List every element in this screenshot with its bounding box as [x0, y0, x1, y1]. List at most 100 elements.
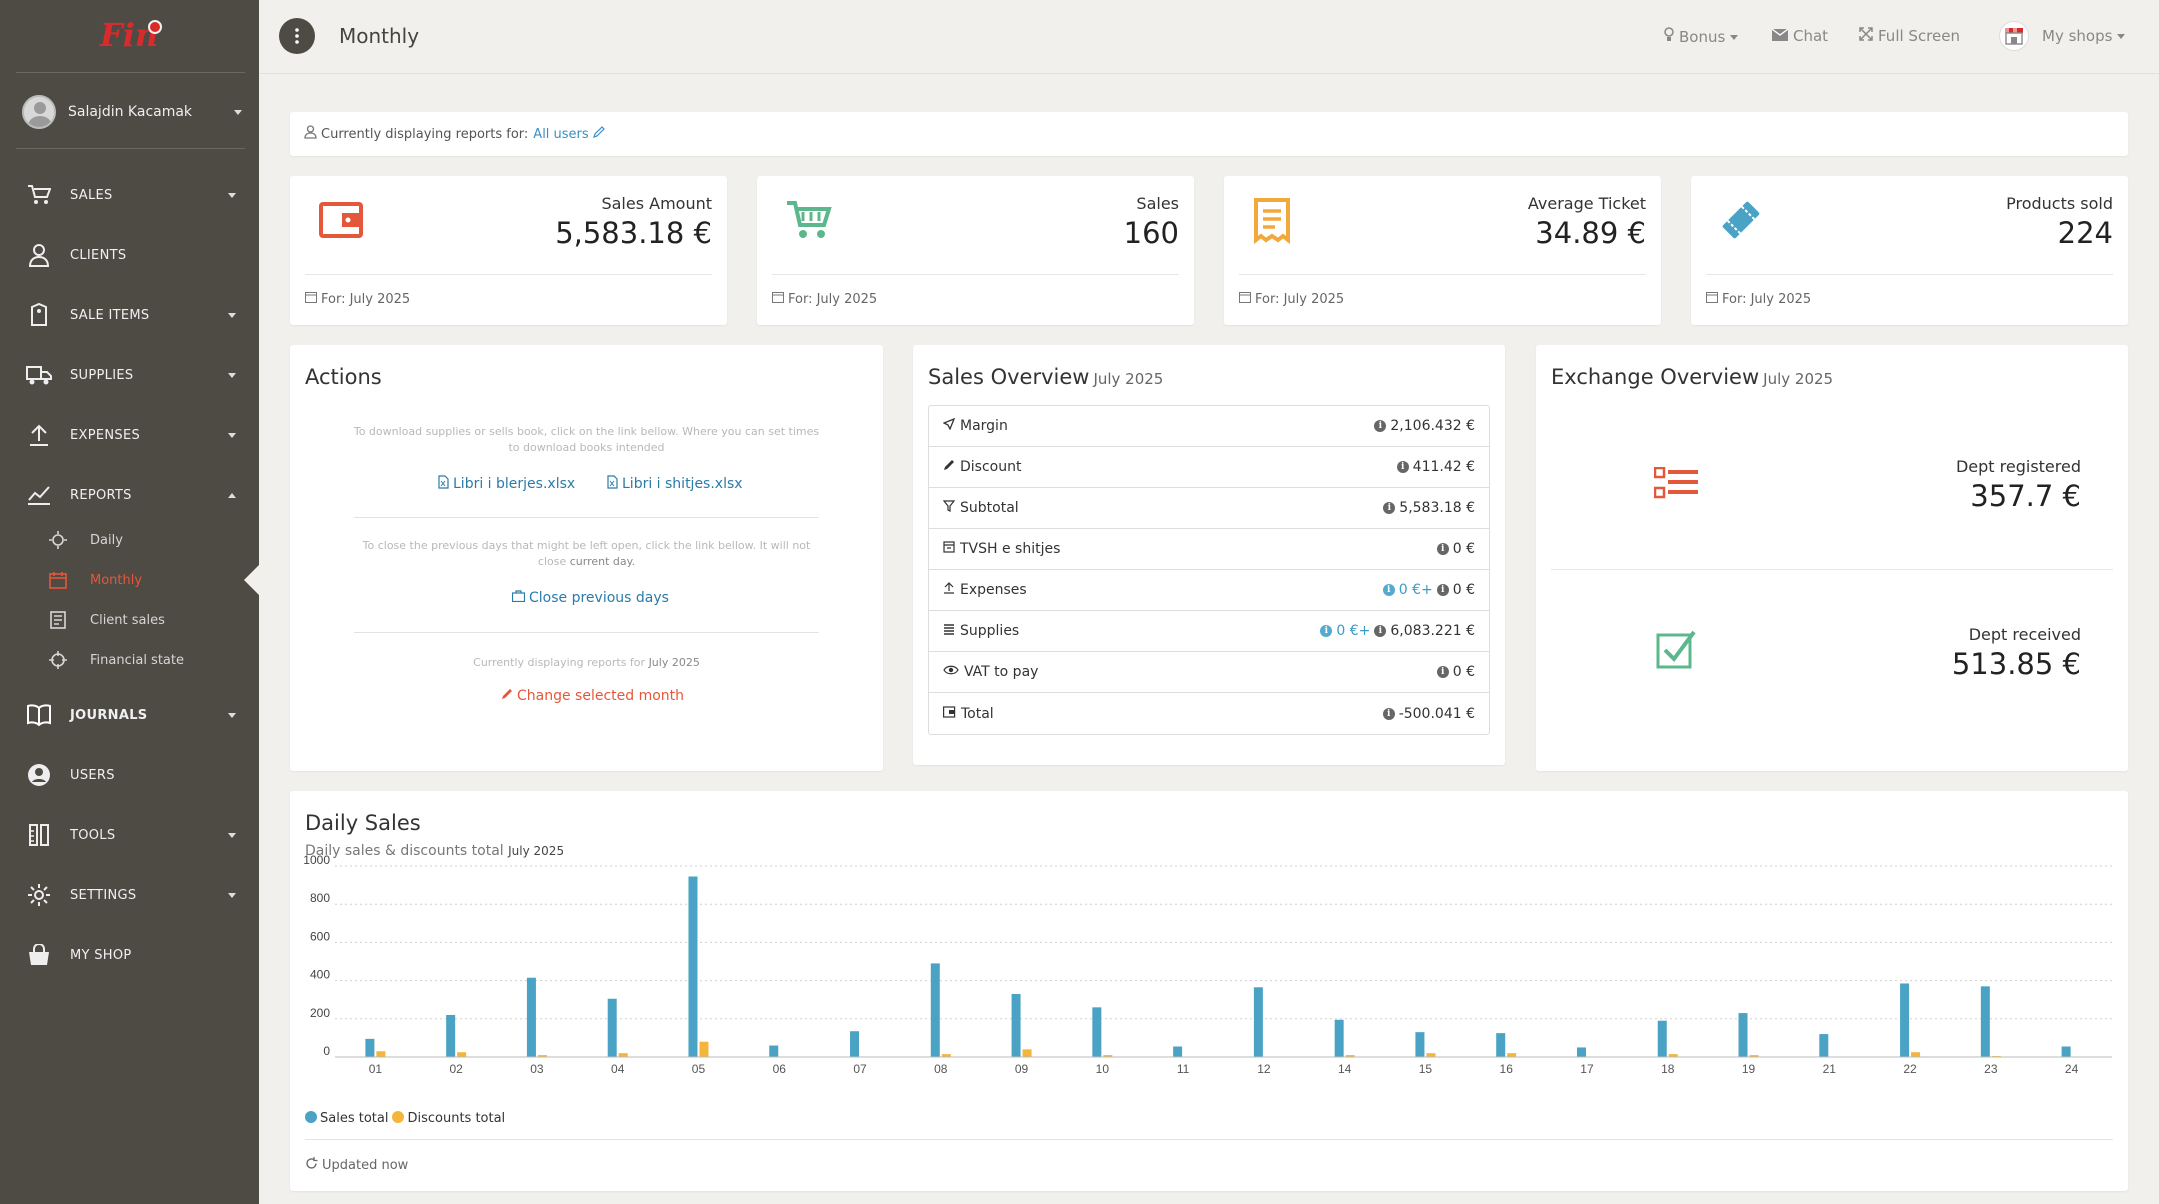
bar-discounts-total	[1668, 1054, 1678, 1057]
chart-title: Daily Sales	[305, 811, 421, 835]
chevron-up-icon	[228, 492, 236, 498]
y-tick-label: 0	[323, 1044, 330, 1058]
pencil-icon[interactable]	[592, 126, 605, 142]
close-days-note: To close the previous days that might be…	[362, 539, 811, 568]
stat-value: 5,583.18 €	[555, 216, 712, 250]
bar-sales-total	[1092, 1007, 1102, 1057]
bonus-menu[interactable]: Bonus	[1664, 27, 1739, 47]
divider	[354, 517, 819, 518]
cart-icon	[26, 182, 52, 208]
bar-discounts-total	[537, 1055, 547, 1057]
cart-icon	[785, 198, 835, 248]
x-tick-label: 08	[934, 1062, 948, 1076]
tools-icon	[26, 822, 52, 848]
avatar	[22, 95, 56, 129]
chart-subtitle: Daily sales & discounts total July 2025	[305, 843, 565, 859]
x-tick-label: 04	[611, 1062, 625, 1076]
dept-received-label: Dept received	[1968, 625, 2081, 644]
overview-row-discount: Discount i 411.42 €	[929, 447, 1489, 488]
change-month-link[interactable]: Change selected month	[501, 688, 684, 704]
dots-vertical-icon	[295, 28, 299, 44]
bar-discounts-total	[1022, 1049, 1032, 1057]
wallet-icon	[943, 705, 956, 722]
bar-sales-total	[1980, 986, 1990, 1057]
send-icon	[942, 417, 956, 434]
dept-received-value: 513.85 €	[1951, 647, 2081, 681]
x-tick-label: 16	[1500, 1062, 1514, 1076]
x-tick-label: 19	[1742, 1062, 1756, 1076]
page-title: Monthly	[339, 24, 420, 48]
sidebar-item-reports[interactable]: REPORTS	[26, 480, 236, 510]
fullscreen-link[interactable]: Full Screen	[1859, 27, 1960, 45]
line-chart-icon	[26, 482, 52, 508]
legend-item-discounts[interactable]: Discounts total	[392, 1111, 505, 1126]
bar-sales-total	[1576, 1047, 1586, 1057]
bar-sales-total	[850, 1031, 860, 1057]
bar-sales-total	[2061, 1046, 2071, 1057]
legend-dot	[392, 1111, 405, 1123]
info-icon: i	[1436, 584, 1449, 596]
sidebar-item-clients[interactable]: CLIENTS	[26, 240, 236, 270]
sales-overview-table: Margin i 2,106.432 € Discount i 411.42 € S…	[928, 405, 1490, 735]
download-sales-book-link[interactable]: Libri i shitjes.xlsx	[607, 475, 743, 493]
user-menu[interactable]: Salajdin Kacamak	[22, 92, 242, 132]
legend-item-sales[interactable]: Sales total	[305, 1111, 388, 1126]
x-tick-label: 02	[449, 1062, 463, 1076]
chevron-down-icon	[228, 712, 236, 718]
users-filter-link[interactable]: All users	[533, 126, 589, 142]
download-supplies-book-link[interactable]: Libri i blerjes.xlsx	[438, 475, 575, 493]
filter-text: Currently displaying reports for:	[321, 126, 529, 142]
chevron-down-icon	[228, 832, 236, 838]
sidebar: Fin Salajdin Kacamak SALES CLIENTS SALE …	[0, 0, 260, 1204]
x-tick-label: 11	[1177, 1062, 1190, 1076]
stat-label: Sales	[1136, 194, 1179, 213]
sidebar-item-supplies[interactable]: SUPPLIES	[26, 360, 236, 390]
overview-row-margin: Margin i 2,106.432 €	[929, 406, 1489, 447]
checkbox-checked-icon	[1656, 629, 1698, 675]
divider	[1706, 274, 2113, 275]
y-tick-label: 400	[310, 968, 330, 982]
expand-icon	[1859, 27, 1873, 45]
bar-discounts-total	[618, 1053, 628, 1057]
sidebar-divider	[16, 72, 245, 73]
logo-dot	[148, 20, 162, 34]
sidebar-item-my-shop[interactable]: MY SHOP	[26, 940, 236, 970]
pencil-icon	[943, 459, 955, 475]
stat-card-sales: Sales 160 For: July 2025	[757, 176, 1194, 325]
sidebar-item-journals[interactable]: JOURNALS	[26, 700, 236, 730]
dept-registered-label: Dept registered	[1955, 457, 2081, 476]
menu-toggle-button[interactable]	[279, 18, 315, 54]
x-tick-label: 18	[1661, 1062, 1675, 1076]
chevron-down-icon	[228, 372, 236, 378]
sidebar-item-sale-items[interactable]: SALE ITEMS	[26, 300, 236, 330]
my-shops-menu[interactable]: My shops	[1999, 21, 2126, 51]
bar-discounts-total	[457, 1052, 467, 1057]
overview-row-total: Total i -500.041 €	[929, 693, 1489, 734]
bar-sales-total	[526, 977, 536, 1057]
document-icon	[48, 610, 68, 630]
sidebar-item-label: SALE ITEMS	[70, 307, 150, 323]
sidebar-item-sales[interactable]: SALES	[26, 180, 236, 210]
sidebar-item-users[interactable]: USERS	[26, 760, 236, 790]
close-previous-days-link[interactable]: Close previous days	[511, 590, 669, 606]
sidebar-subitem-monthly[interactable]: Monthly	[48, 567, 228, 593]
sidebar-subitem-financial-state[interactable]: Financial state	[48, 647, 228, 673]
current-month-note: Currently displaying reports for July 20…	[473, 656, 700, 669]
chevron-down-icon	[228, 432, 236, 438]
info-icon: i	[1374, 625, 1387, 637]
sidebar-item-label: REPORTS	[70, 487, 132, 503]
sidebar-item-tools[interactable]: TOOLS	[26, 820, 236, 850]
user-icon	[304, 125, 317, 143]
bar-discounts-total	[1103, 1055, 1113, 1057]
chat-link[interactable]: Chat	[1771, 27, 1828, 45]
top-bar: Monthly Bonus Chat Full Screen My shops	[259, 0, 2159, 74]
sidebar-subitem-daily[interactable]: Daily	[48, 527, 228, 553]
sidebar-item-expenses[interactable]: EXPENSES	[26, 420, 236, 450]
briefcase-icon	[511, 590, 526, 606]
sidebar-subitem-client-sales[interactable]: Client sales	[48, 607, 228, 633]
sidebar-item-settings[interactable]: SETTINGS	[26, 880, 236, 910]
bar-sales-total	[607, 998, 617, 1057]
stat-card-products-sold: Products sold 224 For: July 2025	[1691, 176, 2128, 325]
